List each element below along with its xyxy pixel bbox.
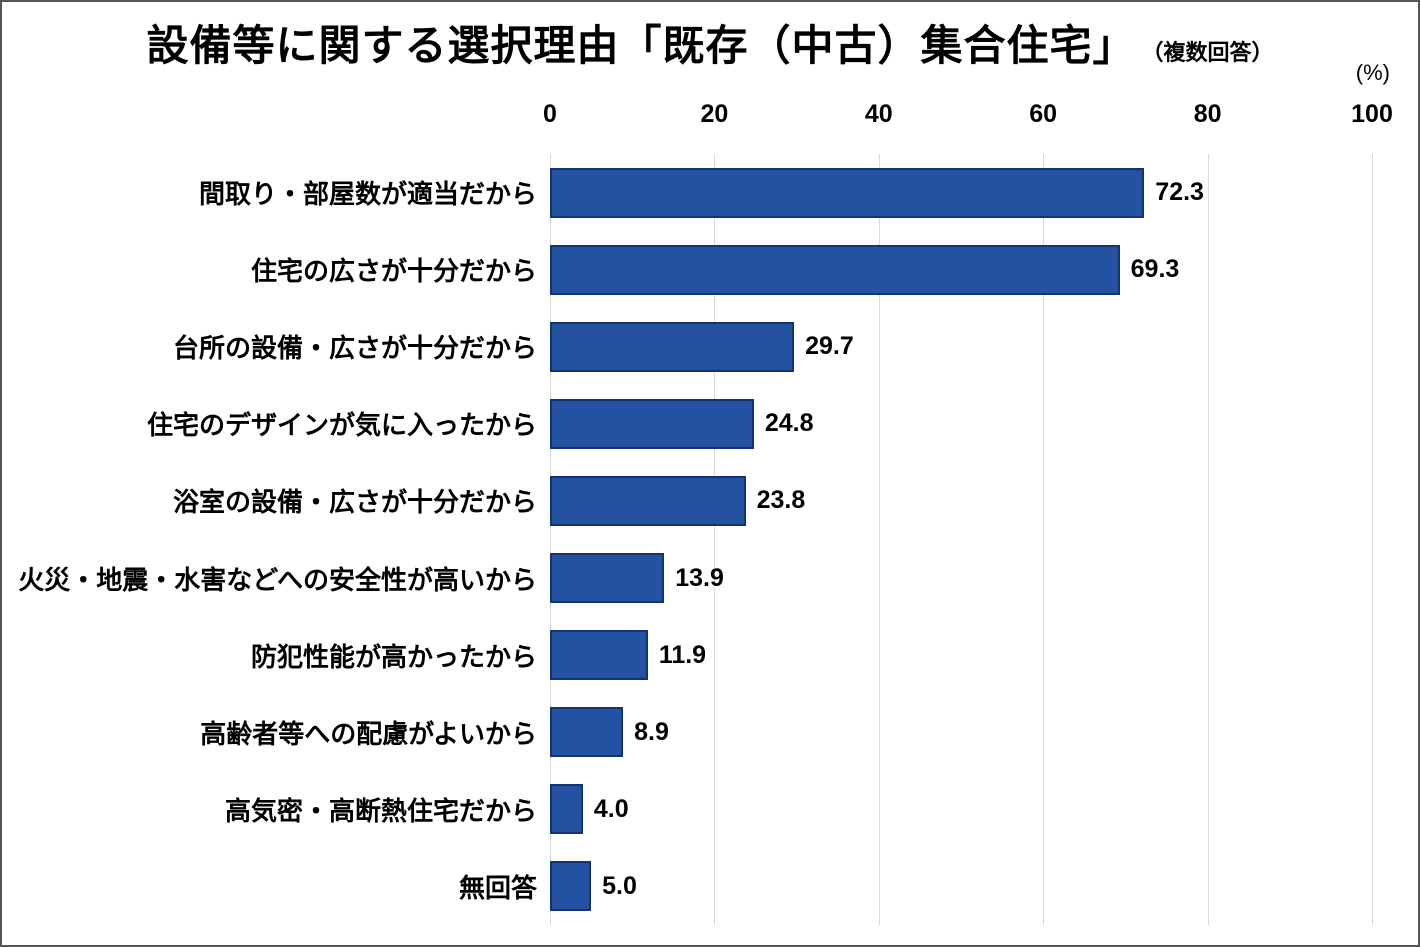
bar-row: 24.8 xyxy=(550,385,1372,462)
chart-title: 設備等に関する選択理由「既存（中古）集合住宅」 xyxy=(146,22,1136,69)
chart-subtitle: （複数回答） xyxy=(1141,40,1274,65)
bar xyxy=(550,244,1120,295)
bar-row: 23.8 xyxy=(550,462,1372,539)
bar-row: 29.7 xyxy=(550,308,1372,385)
gridline xyxy=(1043,154,1045,925)
category-label: 住宅のデザインが気に入ったから xyxy=(146,410,537,441)
bar-row: 13.9 xyxy=(550,539,1372,616)
bar-row: 69.3 xyxy=(550,231,1372,308)
bar-value-label: 72.3 xyxy=(1155,178,1204,207)
bar-row: 8.9 xyxy=(550,694,1372,771)
bar xyxy=(550,398,754,449)
bar-value-label: 11.9 xyxy=(658,640,707,669)
category-label: 防犯性能が高かったから xyxy=(250,641,537,672)
bar-row: 72.3 xyxy=(550,154,1372,231)
x-axis-tick-label: 40 xyxy=(864,100,893,128)
category-label: 浴室の設備・広さが十分だから xyxy=(172,487,537,518)
gridline xyxy=(714,154,716,925)
axis-unit-label: (%) xyxy=(1355,60,1390,85)
bar-row: 11.9 xyxy=(550,617,1372,694)
bar-value-label: 69.3 xyxy=(1130,255,1180,284)
category-label: 高齢者等への配慮がよいから xyxy=(200,718,537,749)
bar xyxy=(550,707,624,758)
x-axis-tick-label: 100 xyxy=(1351,100,1393,128)
bar xyxy=(550,321,795,372)
gridline xyxy=(878,154,880,925)
bar xyxy=(550,861,592,912)
bar-value-label: 24.8 xyxy=(764,409,814,438)
chart-header: 設備等に関する選択理由「既存（中古）集合住宅」 （複数回答） xyxy=(2,12,1418,73)
x-axis-tick-label: 20 xyxy=(700,100,729,128)
x-axis: 0 20 40 60 80 100 xyxy=(543,100,1393,136)
bar-value-label: 29.7 xyxy=(805,332,854,361)
bar xyxy=(550,784,583,835)
gridline xyxy=(550,154,551,925)
bar xyxy=(550,475,746,526)
bar-value-label: 23.8 xyxy=(756,486,806,515)
category-label: 無回答 xyxy=(458,872,537,903)
bar-value-label: 5.0 xyxy=(602,871,637,900)
category-label: 高気密・高断熱住宅だから xyxy=(224,795,537,826)
x-axis-tick-label: 0 xyxy=(543,100,557,128)
bar-value-label: 4.0 xyxy=(593,794,629,823)
category-label: 火災・地震・水害などへの安全性が高いから xyxy=(18,564,537,595)
category-labels: 間取り・部屋数が適当だから住宅の広さが十分だから台所の設備・広さが十分だから住宅… xyxy=(2,154,537,925)
bar-row: 5.0 xyxy=(550,848,1372,925)
category-label: 台所の設備・広さが十分だから xyxy=(172,333,537,364)
x-axis-tick-label: 60 xyxy=(1029,100,1058,128)
category-label: 住宅の広さが十分だから xyxy=(250,256,537,287)
bar-row: 4.0 xyxy=(550,771,1372,848)
bar-rows: 72.3 69.3 29.7 24.8 23.8 13.9 11.9 8.9 4.0 5.0 xyxy=(550,154,1372,925)
gridline xyxy=(1207,154,1209,925)
bar-value-label: 8.9 xyxy=(634,717,669,746)
plot-area: 72.3 69.3 29.7 24.8 23.8 13.9 11.9 8.9 4.0 5.0 xyxy=(550,154,1373,925)
bar-value-label: 13.9 xyxy=(675,563,724,592)
gridline xyxy=(1372,154,1373,925)
bar xyxy=(550,167,1145,218)
bar xyxy=(550,630,648,681)
x-axis-tick-label: 80 xyxy=(1193,100,1222,128)
bar xyxy=(550,553,665,604)
category-label: 間取り・部屋数が適当だから xyxy=(198,179,537,210)
